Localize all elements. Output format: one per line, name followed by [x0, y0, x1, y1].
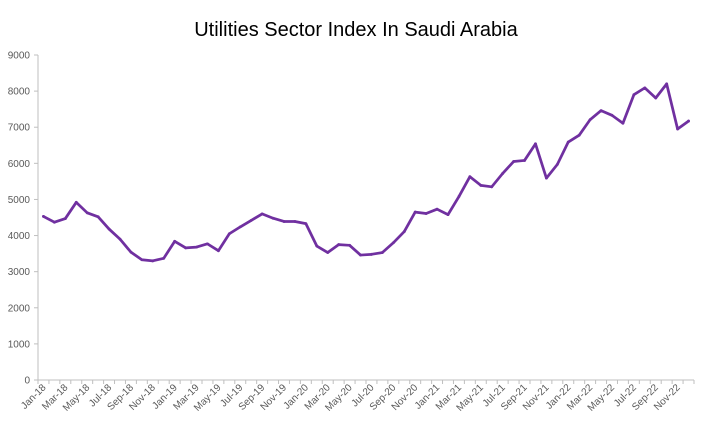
data-point	[643, 86, 647, 90]
data-point	[610, 113, 614, 117]
data-point	[599, 109, 603, 113]
data-point	[107, 227, 111, 231]
data-point	[260, 212, 264, 216]
data-point	[523, 159, 526, 162]
data-point	[457, 195, 461, 198]
series-line-0	[42, 82, 690, 263]
data-point	[381, 251, 384, 254]
data-point	[577, 133, 581, 137]
data-point	[173, 239, 177, 243]
data-point	[293, 220, 297, 223]
y-tick-label: 2000	[8, 303, 31, 314]
data-point	[227, 232, 231, 236]
x-axis: Jan-18Mar-18May-18Jul-18Sep-18Nov-18Jan-…	[19, 379, 695, 414]
data-point	[468, 175, 472, 179]
data-point	[435, 207, 439, 211]
data-point	[42, 215, 45, 218]
data-point	[249, 218, 253, 222]
data-point	[359, 253, 362, 257]
y-tick-label: 9000	[8, 51, 31, 62]
data-point	[534, 142, 537, 146]
data-point	[479, 183, 483, 187]
data-point	[53, 220, 56, 224]
data-point	[74, 200, 78, 204]
data-point	[85, 211, 89, 215]
data-point	[282, 220, 286, 223]
data-point	[118, 237, 122, 241]
data-point	[446, 213, 450, 217]
series-layer	[42, 82, 690, 263]
data-point	[184, 246, 188, 250]
data-point	[632, 93, 636, 97]
y-axis: 0 1000 2000 3000 4000 5000 6000 7000 8000 9000	[8, 51, 39, 387]
data-point	[654, 96, 658, 100]
data-point	[206, 242, 209, 246]
data-point	[391, 241, 395, 245]
data-point	[545, 176, 548, 180]
data-point	[413, 210, 417, 214]
y-tick-label: 8000	[8, 87, 31, 98]
data-point	[490, 185, 494, 189]
data-point	[687, 119, 690, 123]
data-point	[129, 250, 133, 254]
data-point	[271, 216, 275, 220]
data-point	[370, 252, 373, 256]
data-point	[424, 212, 428, 215]
data-point	[501, 172, 505, 175]
data-point	[162, 256, 166, 260]
data-point	[315, 244, 319, 248]
data-point	[63, 217, 67, 220]
y-tick-label: 7000	[8, 123, 31, 134]
data-point	[512, 160, 515, 163]
y-tick-label: 6000	[8, 159, 31, 170]
y-tick-label: 5000	[8, 195, 31, 206]
data-point	[96, 215, 100, 219]
data-point	[555, 163, 559, 166]
y-tick-label: 4000	[8, 231, 31, 242]
y-tick-label: 0	[24, 376, 30, 387]
y-tick-label: 3000	[8, 267, 31, 278]
data-point	[348, 243, 351, 247]
data-point	[665, 82, 669, 86]
data-point	[621, 121, 625, 125]
data-point	[304, 222, 308, 226]
y-tick-label: 1000	[8, 339, 31, 350]
data-point	[402, 230, 406, 233]
data-point	[195, 245, 198, 249]
data-point	[588, 118, 592, 122]
chart-title: Utilities Sector Index In Saudi Arabia	[194, 19, 518, 41]
data-point	[676, 127, 679, 131]
data-point	[238, 225, 242, 229]
data-point	[566, 140, 570, 144]
data-point	[151, 259, 155, 263]
data-point	[337, 243, 341, 246]
data-point	[217, 249, 220, 253]
data-point	[140, 258, 144, 262]
data-point	[326, 251, 330, 254]
